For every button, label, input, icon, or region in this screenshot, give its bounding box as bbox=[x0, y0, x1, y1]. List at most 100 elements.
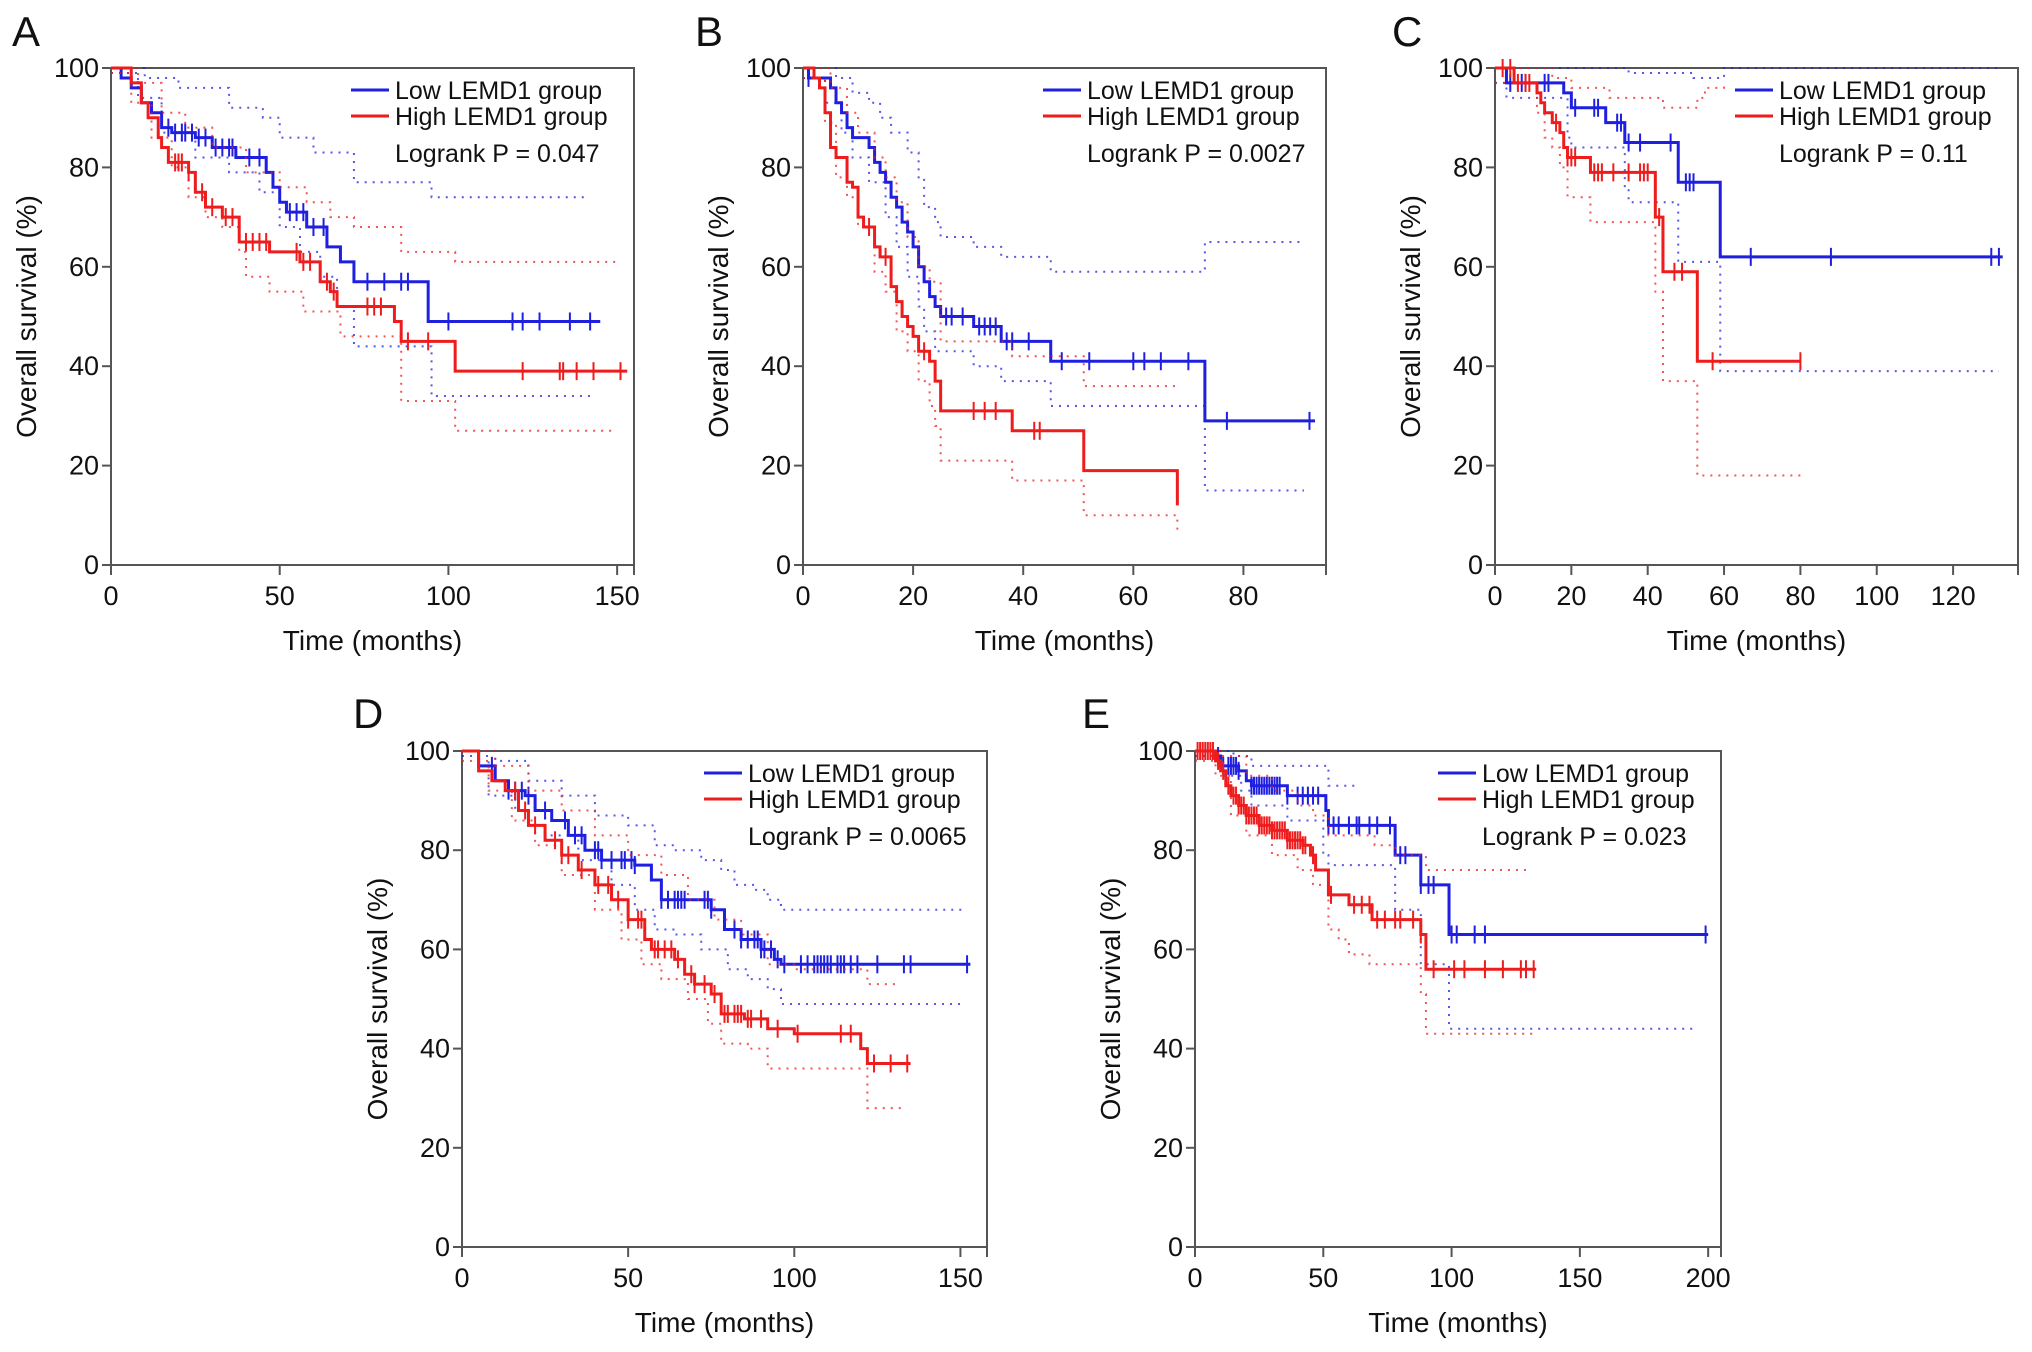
panel-letter: A bbox=[12, 8, 40, 55]
logrank-annotation: Logrank P = 0.0065 bbox=[748, 823, 966, 851]
y-tick-label: 100 bbox=[405, 736, 450, 766]
y-tick-label: 100 bbox=[1138, 736, 1183, 766]
logrank-annotation: Logrank P = 0.047 bbox=[395, 140, 600, 168]
legend-label: High LEMD1 group bbox=[1087, 103, 1300, 131]
y-tick-label: 80 bbox=[761, 152, 791, 182]
legend-label: Low LEMD1 group bbox=[748, 760, 955, 788]
x-tick-label: 80 bbox=[1228, 581, 1258, 611]
low-ci-upper-line bbox=[1495, 67, 2003, 79]
low-survival-curve bbox=[803, 66, 1315, 423]
legend-label: High LEMD1 group bbox=[1779, 103, 1992, 131]
legend-label: Low LEMD1 group bbox=[395, 77, 602, 105]
series-high bbox=[462, 749, 911, 1110]
y-tick-label: 40 bbox=[69, 351, 99, 381]
y-tick-label: 80 bbox=[420, 835, 450, 865]
x-tick-label: 0 bbox=[454, 1263, 469, 1293]
series-high bbox=[111, 66, 628, 432]
x-tick-label: 50 bbox=[265, 581, 295, 611]
x-tick-label: 0 bbox=[1487, 581, 1502, 611]
y-tick-label: 0 bbox=[435, 1232, 450, 1262]
x-tick-label: 120 bbox=[1931, 581, 1976, 611]
x-tick-label: 40 bbox=[1008, 581, 1038, 611]
y-tick-label: 60 bbox=[69, 252, 99, 282]
high-survival-curve bbox=[462, 749, 911, 1065]
y-tick-label: 60 bbox=[761, 252, 791, 282]
plot-frame bbox=[802, 67, 1327, 566]
x-axis-title: Time (months) bbox=[635, 1307, 814, 1338]
logrank-annotation: Logrank P = 0.11 bbox=[1779, 140, 1968, 168]
panel-b: B 0 20 40 60 80 100 0 20 40 60 80 Time (months) Overa… bbox=[695, 8, 1327, 656]
x-tick-label: 150 bbox=[938, 1263, 983, 1293]
y-tick-label: 100 bbox=[746, 53, 791, 83]
x-tick-label: 0 bbox=[103, 581, 118, 611]
series-high bbox=[803, 66, 1179, 536]
y-axis-title: Overall survival (%) bbox=[1395, 195, 1426, 438]
y-tick-label: 0 bbox=[1468, 550, 1483, 580]
y-tick-label: 0 bbox=[776, 550, 791, 580]
x-tick-label: 20 bbox=[898, 581, 928, 611]
y-tick-label: 0 bbox=[1168, 1232, 1183, 1262]
panel-d: D 0 20 40 60 80 100 0 50 100 150 Time (months) Overa… bbox=[353, 690, 988, 1338]
y-tick-label: 100 bbox=[54, 53, 99, 83]
panel-letter: D bbox=[353, 690, 383, 737]
panel-letter: C bbox=[1392, 8, 1422, 55]
high-survival-curve bbox=[803, 66, 1179, 506]
x-tick-label: 100 bbox=[1854, 581, 1899, 611]
x-tick-label: 150 bbox=[1557, 1263, 1602, 1293]
plot-frame bbox=[461, 750, 988, 1248]
low-ci-upper-line bbox=[111, 67, 587, 199]
y-tick-label: 20 bbox=[420, 1133, 450, 1163]
x-tick-label: 200 bbox=[1686, 1263, 1731, 1293]
legend-label: Low LEMD1 group bbox=[1482, 760, 1689, 788]
y-tick-label: 20 bbox=[761, 451, 791, 481]
y-tick-label: 60 bbox=[1453, 252, 1483, 282]
x-tick-label: 40 bbox=[1633, 581, 1663, 611]
logrank-annotation: Logrank P = 0.023 bbox=[1482, 823, 1687, 851]
y-tick-label: 20 bbox=[1153, 1133, 1183, 1163]
x-tick-label: 60 bbox=[1709, 581, 1739, 611]
y-tick-label: 0 bbox=[84, 550, 99, 580]
y-tick-label: 20 bbox=[1453, 451, 1483, 481]
low-ci-upper-line bbox=[462, 750, 964, 911]
series-high bbox=[1495, 59, 1802, 477]
legend-label: High LEMD1 group bbox=[748, 786, 961, 814]
legend-label: High LEMD1 group bbox=[1482, 786, 1695, 814]
high-survival-curve bbox=[111, 66, 628, 373]
panel-e: E 0 20 40 60 80 100 0 50 100 150 200 Time (months) Ov… bbox=[1082, 690, 1731, 1338]
x-tick-label: 50 bbox=[613, 1263, 643, 1293]
low-ci-lower-line bbox=[1495, 81, 1999, 373]
legend-label: High LEMD1 group bbox=[395, 103, 608, 131]
y-axis-title: Overall survival (%) bbox=[11, 195, 42, 438]
y-tick-label: 40 bbox=[420, 1034, 450, 1064]
panel-a: A 0 20 40 60 80 100 0 50 100 150 Time (months) Overa… bbox=[11, 8, 640, 656]
y-axis-title: Overall survival (%) bbox=[1095, 878, 1126, 1121]
y-tick-label: 80 bbox=[1453, 152, 1483, 182]
x-tick-label: 50 bbox=[1308, 1263, 1338, 1293]
plot-frame bbox=[1194, 750, 1722, 1248]
plot-frame bbox=[110, 67, 635, 566]
y-tick-label: 40 bbox=[1453, 351, 1483, 381]
x-axis-title: Time (months) bbox=[975, 625, 1154, 656]
x-axis-title: Time (months) bbox=[1368, 1307, 1547, 1338]
series-low bbox=[803, 66, 1315, 492]
panel-letter: B bbox=[695, 8, 723, 55]
y-tick-label: 60 bbox=[1153, 934, 1183, 964]
x-tick-label: 60 bbox=[1118, 581, 1148, 611]
y-tick-label: 20 bbox=[69, 451, 99, 481]
y-tick-label: 60 bbox=[420, 934, 450, 964]
x-axis-title: Time (months) bbox=[283, 625, 462, 656]
y-tick-label: 40 bbox=[761, 351, 791, 381]
x-tick-label: 20 bbox=[1556, 581, 1586, 611]
x-tick-label: 150 bbox=[595, 581, 640, 611]
x-tick-label: 80 bbox=[1785, 581, 1815, 611]
panel-c: C 0 20 40 60 80 100 0 20 40 60 80 100 120 Time (months… bbox=[1392, 8, 2019, 656]
series-high bbox=[1195, 742, 1537, 1035]
y-tick-label: 100 bbox=[1438, 53, 1483, 83]
high-survival-curve bbox=[1495, 66, 1801, 363]
